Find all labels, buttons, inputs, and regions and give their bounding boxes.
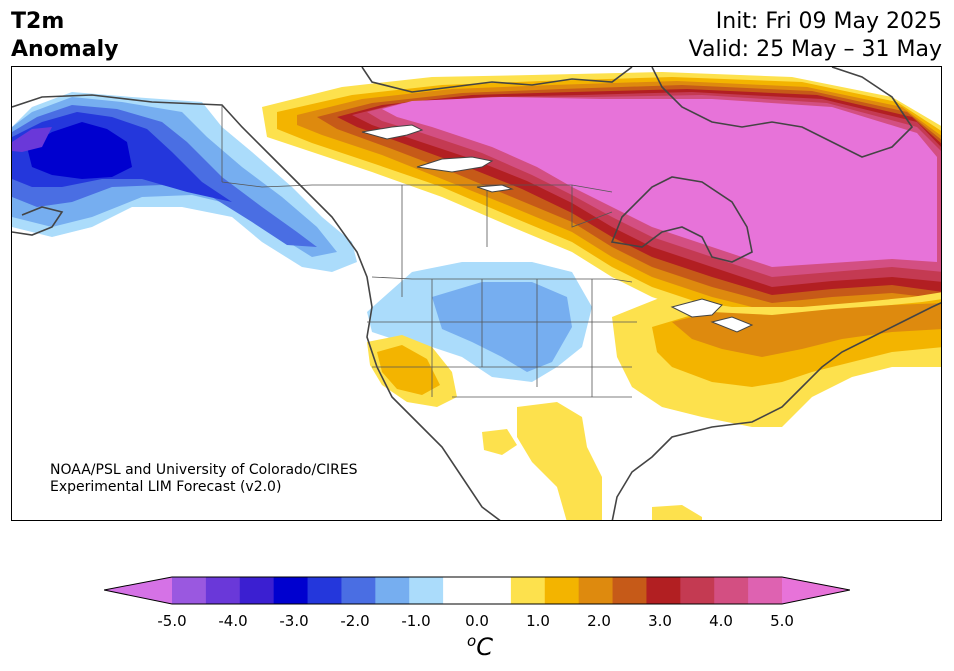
colorbar-cell <box>172 577 207 604</box>
lakes <box>361 124 754 333</box>
colorbar-tick-label: 1.0 <box>526 612 550 630</box>
colorbar-cell <box>612 577 647 604</box>
unit-prefix: o <box>467 632 477 650</box>
colorbar-tick-label: -1.0 <box>401 612 431 630</box>
colorbar-tick-label: -2.0 <box>340 612 370 630</box>
map-svg <box>12 67 941 520</box>
title-line-2: Anomaly <box>11 37 119 62</box>
valid-range: Valid: 25 May – 31 May <box>688 37 942 62</box>
colorbar-cell <box>307 577 342 604</box>
init-date: Init: Fri 09 May 2025 <box>715 9 942 34</box>
colorbar-tick-label: 3.0 <box>648 612 672 630</box>
colorbar-cell <box>646 577 681 604</box>
colorbar-cell <box>443 577 478 604</box>
map-title: T2m Anomaly <box>11 8 118 64</box>
colorbar-unit: oC <box>460 632 500 661</box>
colorbar-min-extension <box>104 577 172 604</box>
colorbar-cell <box>544 577 580 604</box>
colorbar-cell <box>510 577 546 604</box>
colorbar-cell <box>578 577 614 604</box>
colorbar-cell <box>273 577 309 604</box>
credit-line-1: NOAA/PSL and University of Colorado/CIRE… <box>50 462 358 478</box>
colorbar-tick-label: 5.0 <box>770 612 794 630</box>
warm-anomaly-southwest <box>367 335 702 520</box>
anomaly-map: NOAA/PSL and University of Colorado/CIRE… <box>11 66 942 521</box>
warm-anomaly-east <box>612 292 941 427</box>
colorbar-outline <box>104 576 850 605</box>
coastlines <box>12 67 941 520</box>
colorbar-tick-label: -4.0 <box>218 612 248 630</box>
colorbar-tick-label: 4.0 <box>709 612 733 630</box>
warm-anomaly-canada <box>262 72 941 332</box>
colorbar-cell <box>714 577 749 604</box>
colorbar-cell <box>477 577 512 604</box>
colorbar-cell <box>680 577 715 604</box>
title-line-1: T2m <box>11 9 65 34</box>
political-borders <box>221 105 637 398</box>
unit-symbol: C <box>476 633 493 661</box>
colorbar-tick-label: -5.0 <box>157 612 187 630</box>
colorbar-cell <box>239 577 275 604</box>
credit: NOAA/PSL and University of Colorado/CIRE… <box>50 462 358 496</box>
colorbar-tick-label: -3.0 <box>279 612 309 630</box>
colorbar <box>104 576 850 605</box>
colorbar-tick-label: 0.0 <box>465 612 489 630</box>
colorbar-cell <box>341 577 376 604</box>
colorbar-tick-label: 2.0 <box>587 612 611 630</box>
colorbar-max-extension <box>782 577 850 604</box>
colorbar-cell <box>409 577 444 604</box>
colorbar-cell <box>375 577 410 604</box>
credit-line-2: Experimental LIM Forecast (v2.0) <box>50 479 282 495</box>
cold-anomaly-alaska <box>12 92 357 272</box>
colorbar-cells <box>104 577 850 604</box>
colorbar-cell <box>748 577 783 604</box>
colorbar-cell <box>205 577 241 604</box>
forecast-dates: Init: Fri 09 May 2025 Valid: 25 May – 31… <box>689 8 942 64</box>
